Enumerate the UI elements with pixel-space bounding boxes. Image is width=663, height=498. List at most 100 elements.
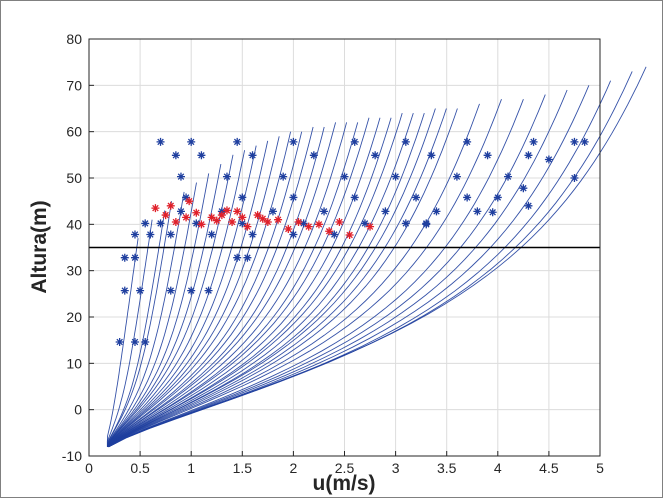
blue-marker (570, 174, 579, 182)
red-marker (166, 201, 175, 210)
blue-marker (238, 219, 247, 228)
profile-curve (107, 103, 480, 448)
blue-marker (171, 151, 180, 160)
x-ticks: 0 0.5 1 1.5 2 2.5 3 3.5 4 4.5 5 (85, 451, 604, 476)
blue-marker (330, 230, 339, 239)
red-marker (238, 213, 247, 222)
blue-marker (233, 137, 242, 146)
profile-curve (106, 210, 166, 447)
blue-marker (130, 253, 139, 262)
profile-curve (108, 66, 647, 448)
x-tick-label: 1.5 (233, 460, 253, 476)
blue-marker (401, 137, 410, 146)
red-marker (258, 214, 267, 223)
profile-curve (108, 94, 546, 448)
blue-marker (371, 151, 380, 160)
blue-marker (544, 155, 553, 164)
x-tick-label: 2 (290, 460, 298, 476)
y-tick-label: 30 (66, 263, 82, 279)
profile-curve (107, 126, 314, 448)
blue-marker (238, 193, 247, 202)
y-tick-label: 0 (74, 402, 82, 418)
y-tick-label: 20 (66, 309, 82, 325)
x-axis-label: u(m/s) (313, 472, 376, 495)
blue-marker (248, 230, 257, 239)
profile-curve (107, 145, 257, 447)
red-marker (185, 197, 194, 206)
profile-curve (107, 140, 269, 447)
blue-marker (529, 137, 538, 146)
profile-curve (107, 122, 337, 448)
profile-curve (107, 108, 458, 448)
blue-marker (279, 172, 288, 181)
blue-marker (289, 137, 298, 146)
y-axis-label: Altura(m) (28, 200, 51, 293)
blue-marker (340, 172, 349, 181)
x-tick-label: 0 (85, 460, 93, 476)
blue-marker (524, 151, 533, 160)
profile-curve (106, 173, 210, 447)
blue-marker (197, 151, 206, 160)
red-markers (151, 197, 375, 239)
blue-marker (488, 208, 497, 217)
blue-marker (519, 184, 528, 193)
profile-curve (107, 117, 392, 448)
profile-curve (107, 154, 234, 447)
red-marker (345, 230, 354, 239)
red-marker (151, 204, 160, 213)
blue-marker (350, 137, 359, 146)
blue-marker (176, 207, 185, 216)
profile-curve (107, 126, 325, 448)
profile-curve (107, 112, 414, 448)
blue-marker (204, 286, 213, 295)
blue-marker (166, 230, 175, 239)
y-tick-label: 60 (66, 124, 82, 140)
blue-marker (182, 193, 191, 202)
red-marker (253, 211, 262, 220)
red-marker (171, 218, 180, 227)
blue-marker (120, 286, 129, 295)
red-marker (192, 208, 201, 217)
red-marker (161, 211, 170, 220)
blue-marker (136, 286, 145, 295)
blue-marker (289, 193, 298, 202)
red-marker (233, 207, 242, 216)
blue-marker (243, 253, 252, 262)
red-marker (314, 220, 323, 229)
y-tick-label: 50 (66, 170, 82, 186)
blue-marker (176, 172, 185, 181)
red-marker (207, 213, 216, 222)
profile-curve (108, 71, 633, 448)
blue-marker (427, 151, 436, 160)
blue-marker (483, 151, 492, 160)
blue-marker (156, 219, 165, 228)
y-ticks: -10 0 10 20 30 40 50 60 70 80 (62, 31, 94, 464)
profile-curve (106, 219, 153, 447)
red-marker (243, 222, 252, 231)
profile-curve (107, 131, 292, 447)
blue-marker (570, 137, 579, 146)
red-marker (182, 213, 191, 222)
profile-curve (107, 112, 403, 448)
red-marker (274, 215, 283, 224)
profile-curve (107, 164, 222, 447)
profile-curve (107, 108, 436, 448)
profile-curve (106, 191, 185, 447)
blue-marker (473, 207, 482, 216)
red-marker (325, 227, 334, 236)
profile-curve (107, 131, 303, 448)
blue-marker (422, 220, 431, 229)
x-tick-label: 5 (596, 460, 604, 476)
red-marker (197, 220, 206, 229)
blue-marker (141, 219, 150, 228)
profile-curve (107, 112, 425, 448)
blue-markers (115, 137, 589, 347)
red-marker (304, 222, 313, 231)
red-marker (222, 206, 231, 215)
profile-curves (106, 66, 647, 448)
blue-marker (524, 201, 533, 210)
red-marker (366, 222, 375, 231)
blue-marker (187, 286, 196, 295)
profile-curve (107, 150, 246, 447)
